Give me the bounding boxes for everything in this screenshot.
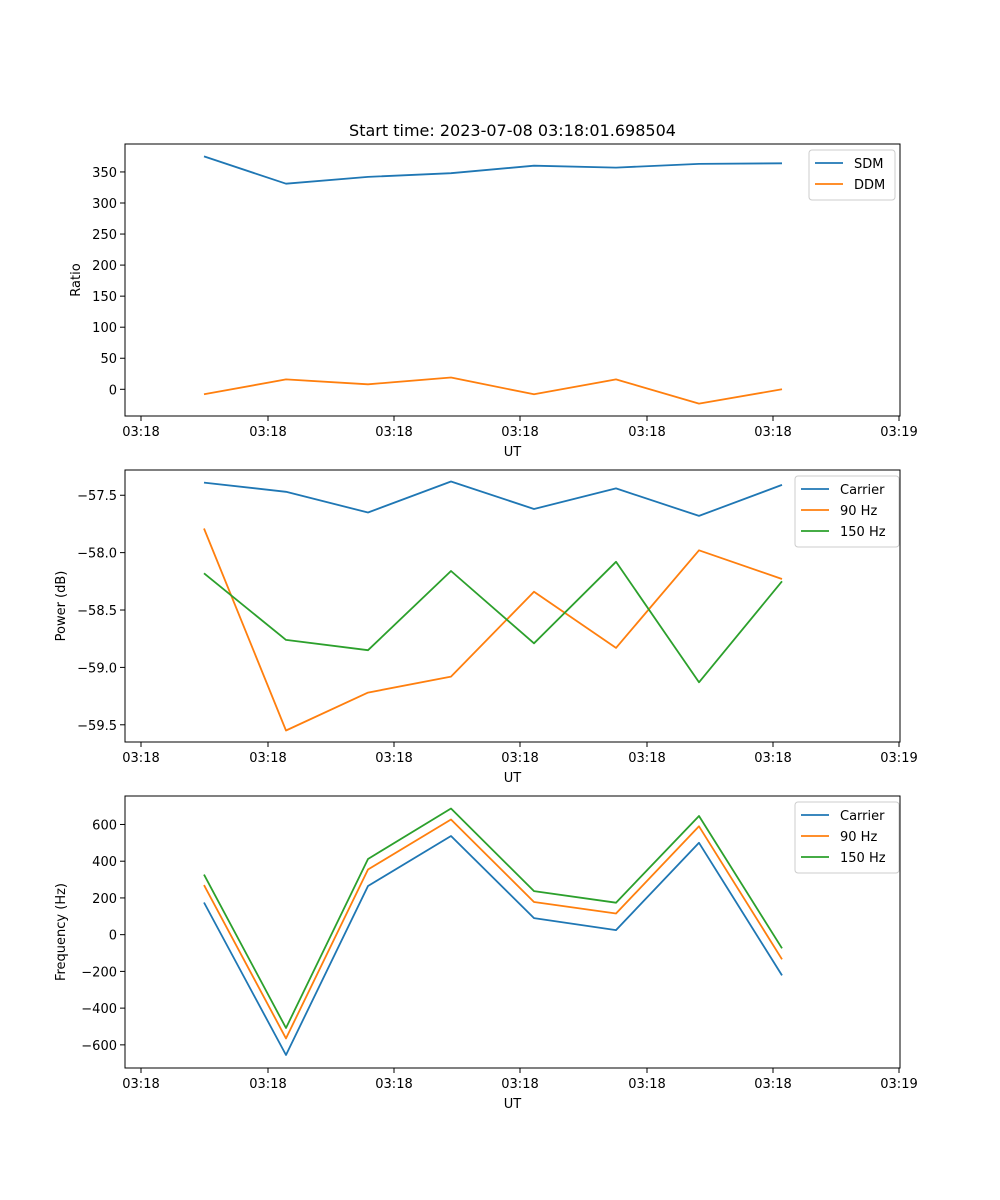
y-tick-label: −600 xyxy=(81,1039,117,1054)
y-axis-label: Frequency (Hz) xyxy=(54,883,69,981)
series-line-sdm xyxy=(203,155,783,185)
plot-frame-1 xyxy=(124,143,901,417)
y-tick-label: 600 xyxy=(92,818,117,833)
x-axis-label: UT xyxy=(504,1097,522,1112)
x-tick-label: 03:18 xyxy=(375,1077,412,1092)
series-line-carrier xyxy=(203,480,783,517)
y-tick-label: 50 xyxy=(100,352,117,367)
y-axis-label: Ratio xyxy=(69,263,84,296)
x-tick-label: 03:18 xyxy=(249,425,286,440)
x-tick-label: 03:18 xyxy=(754,1077,791,1092)
y-tick-label: 150 xyxy=(92,290,117,305)
x-tick-label: 03:18 xyxy=(375,751,412,766)
y-tick-label: −400 xyxy=(81,1002,117,1017)
y-tick-label: −200 xyxy=(81,965,117,980)
y-tick-label: 100 xyxy=(92,321,117,336)
y-tick-label: −57.5 xyxy=(77,489,117,504)
x-tick-label: 03:18 xyxy=(249,1077,286,1092)
series-line-90-hz xyxy=(203,818,783,1040)
x-tick-label: 03:18 xyxy=(501,751,538,766)
x-axis-label: UT xyxy=(504,771,522,786)
x-tick-label: 03:19 xyxy=(880,1077,917,1092)
x-tick-label: 03:18 xyxy=(628,751,665,766)
legend-label: SDM xyxy=(854,157,883,172)
x-tick-label: 03:18 xyxy=(122,751,159,766)
x-axis-label: UT xyxy=(504,445,522,460)
chart-title: Start time: 2023-07-08 03:18:01.698504 xyxy=(349,121,676,140)
y-tick-label: −58.5 xyxy=(77,604,117,619)
legend-label: 150 Hz xyxy=(840,525,886,540)
legend-box xyxy=(794,801,900,874)
legend-label: 90 Hz xyxy=(840,830,877,845)
x-tick-label: 03:18 xyxy=(754,425,791,440)
series-line-90-hz xyxy=(203,528,783,732)
legend-label: 90 Hz xyxy=(840,504,877,519)
y-tick-label: 0 xyxy=(109,383,117,398)
y-tick-label: 200 xyxy=(92,892,117,907)
x-tick-label: 03:18 xyxy=(628,1077,665,1092)
x-tick-label: 03:18 xyxy=(501,1077,538,1092)
y-tick-label: 250 xyxy=(92,228,117,243)
x-tick-label: 03:18 xyxy=(754,751,791,766)
x-tick-label: 03:18 xyxy=(122,1077,159,1092)
y-axis-label: Power (dB) xyxy=(54,571,69,642)
x-tick-label: 03:18 xyxy=(375,425,412,440)
y-tick-label: −58.0 xyxy=(77,547,117,562)
plot-frame-3 xyxy=(124,795,901,1069)
plot-frame-2 xyxy=(124,469,901,743)
y-tick-label: 350 xyxy=(92,166,117,181)
y-tick-label: −59.0 xyxy=(77,661,117,676)
x-tick-label: 03:18 xyxy=(501,425,538,440)
legend-label: DDM xyxy=(854,178,885,193)
x-tick-label: 03:19 xyxy=(880,751,917,766)
series-line-150-hz xyxy=(203,807,783,1029)
x-tick-label: 03:18 xyxy=(628,425,665,440)
legend-box xyxy=(794,475,900,548)
series-line-carrier xyxy=(203,835,783,1056)
series-line-150-hz xyxy=(203,560,783,684)
y-tick-label: 300 xyxy=(92,197,117,212)
x-tick-label: 03:19 xyxy=(880,425,917,440)
x-tick-label: 03:18 xyxy=(249,751,286,766)
y-tick-label: −59.5 xyxy=(77,719,117,734)
y-tick-label: 400 xyxy=(92,855,117,870)
legend-label: Carrier xyxy=(840,483,885,498)
y-tick-label: 0 xyxy=(109,929,117,944)
series-line-ddm xyxy=(203,376,783,405)
legend-label: Carrier xyxy=(840,809,885,824)
y-tick-label: 200 xyxy=(92,259,117,274)
legend-label: 150 Hz xyxy=(840,851,886,866)
x-tick-label: 03:18 xyxy=(122,425,159,440)
